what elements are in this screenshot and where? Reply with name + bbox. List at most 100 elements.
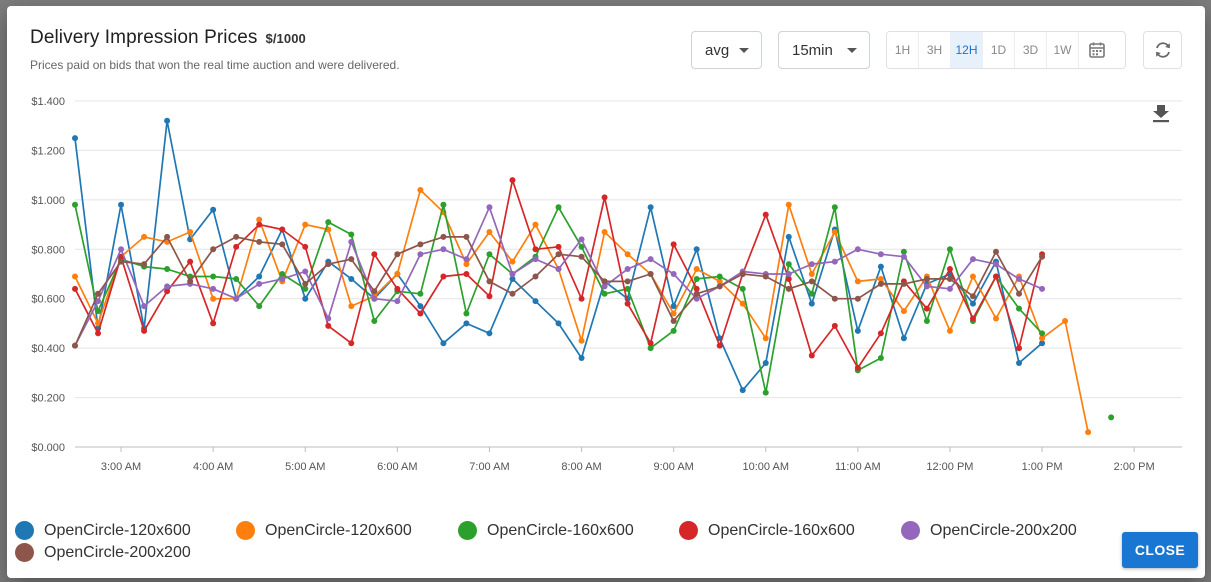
data-point: [417, 290, 424, 297]
data-point: [923, 275, 930, 282]
legend-item[interactable]: OpenCircle-200x200: [15, 543, 191, 562]
data-point: [394, 251, 401, 258]
data-point: [808, 290, 815, 297]
time-range-group: 1H 3H 12H 1D 3D 1W: [886, 31, 1126, 69]
calendar-button[interactable]: [1079, 32, 1115, 68]
aggregate-select[interactable]: avg: [691, 31, 762, 69]
data-point: [210, 295, 217, 302]
data-point: [601, 290, 608, 297]
data-point: [532, 273, 539, 280]
data-point: [72, 285, 78, 292]
data-point: [302, 268, 309, 275]
legend-swatch: [15, 521, 34, 540]
data-point: [670, 303, 677, 310]
data-point: [417, 303, 424, 310]
data-point: [762, 211, 769, 218]
data-point: [532, 221, 539, 228]
data-point: [302, 243, 309, 250]
data-point: [1016, 290, 1023, 297]
data-point: [923, 283, 930, 290]
chevron-down-icon: [739, 48, 749, 53]
data-point: [118, 201, 125, 208]
range-12h-button[interactable]: 12H: [951, 32, 983, 68]
data-point: [279, 275, 286, 282]
data-point: [785, 285, 792, 292]
data-point: [417, 241, 424, 248]
data-point: [1016, 345, 1023, 352]
data-point: [739, 285, 746, 292]
data-point: [1062, 317, 1069, 324]
range-3d-button[interactable]: 3D: [1015, 32, 1047, 68]
range-1d-button[interactable]: 1D: [983, 32, 1015, 68]
legend-item[interactable]: OpenCircle-160x600: [679, 521, 855, 540]
download-button[interactable]: [1152, 103, 1170, 128]
data-point: [670, 317, 677, 324]
interval-select-value: 15min: [792, 41, 833, 59]
dialog-subtitle: Prices paid on bids that won the real ti…: [30, 58, 400, 72]
legend-label: OpenCircle-120x600: [44, 521, 191, 539]
data-point: [969, 300, 976, 307]
data-point: [969, 256, 976, 263]
data-point: [509, 290, 516, 297]
range-1h-button[interactable]: 1H: [887, 32, 919, 68]
refresh-button[interactable]: [1143, 31, 1182, 69]
series-group: [72, 201, 1115, 421]
legend-item[interactable]: OpenCircle-160x600: [458, 521, 634, 540]
data-point: [831, 228, 838, 235]
data-point: [762, 389, 769, 396]
close-button[interactable]: CLOSE: [1122, 532, 1198, 568]
data-point: [325, 219, 332, 226]
data-point: [716, 342, 723, 349]
interval-select[interactable]: 15min: [778, 31, 870, 69]
data-point: [233, 275, 240, 282]
data-point: [72, 201, 78, 208]
data-point: [785, 233, 792, 240]
dialog-title: Delivery Impression Prices $/1000: [30, 27, 306, 49]
data-point: [440, 233, 447, 240]
data-point: [900, 335, 907, 342]
data-point: [210, 273, 217, 280]
legend-item[interactable]: OpenCircle-120x600: [236, 521, 412, 540]
data-point: [716, 278, 723, 285]
data-point: [95, 320, 102, 327]
data-point: [187, 258, 194, 265]
legend-label: OpenCircle-160x600: [487, 521, 634, 539]
data-point: [233, 295, 240, 302]
data-point: [624, 266, 631, 273]
legend-item[interactable]: OpenCircle-120x600: [15, 521, 191, 540]
data-point: [785, 261, 792, 268]
legend-label: OpenCircle-200x200: [44, 543, 191, 561]
data-point: [578, 243, 585, 250]
data-point: [831, 204, 838, 211]
data-point: [164, 283, 171, 290]
x-tick-label: 11:00 AM: [835, 461, 881, 473]
legend-swatch: [15, 543, 34, 562]
data-point: [624, 278, 631, 285]
data-point: [348, 303, 355, 310]
refresh-icon: [1155, 42, 1170, 58]
range-3h-button[interactable]: 3H: [919, 32, 951, 68]
data-point: [808, 278, 815, 285]
x-tick-label: 7:00 AM: [469, 461, 509, 473]
legend-swatch: [679, 521, 698, 540]
x-tick-label: 10:00 AM: [743, 461, 789, 473]
data-point: [785, 271, 792, 277]
data-point: [440, 246, 447, 253]
data-point: [578, 355, 585, 362]
data-point: [854, 364, 861, 371]
data-point: [463, 233, 470, 240]
data-point: [877, 330, 884, 337]
data-point: [946, 246, 953, 253]
data-point: [1085, 429, 1092, 436]
data-point: [854, 327, 861, 334]
data-point: [969, 293, 976, 300]
data-point: [1016, 275, 1023, 282]
data-point: [969, 315, 976, 322]
range-1w-button[interactable]: 1W: [1047, 32, 1079, 68]
data-point: [118, 258, 125, 265]
legend-item[interactable]: OpenCircle-200x200: [901, 521, 1077, 540]
data-point: [693, 246, 700, 253]
data-point: [946, 285, 953, 292]
data-point: [555, 243, 562, 250]
